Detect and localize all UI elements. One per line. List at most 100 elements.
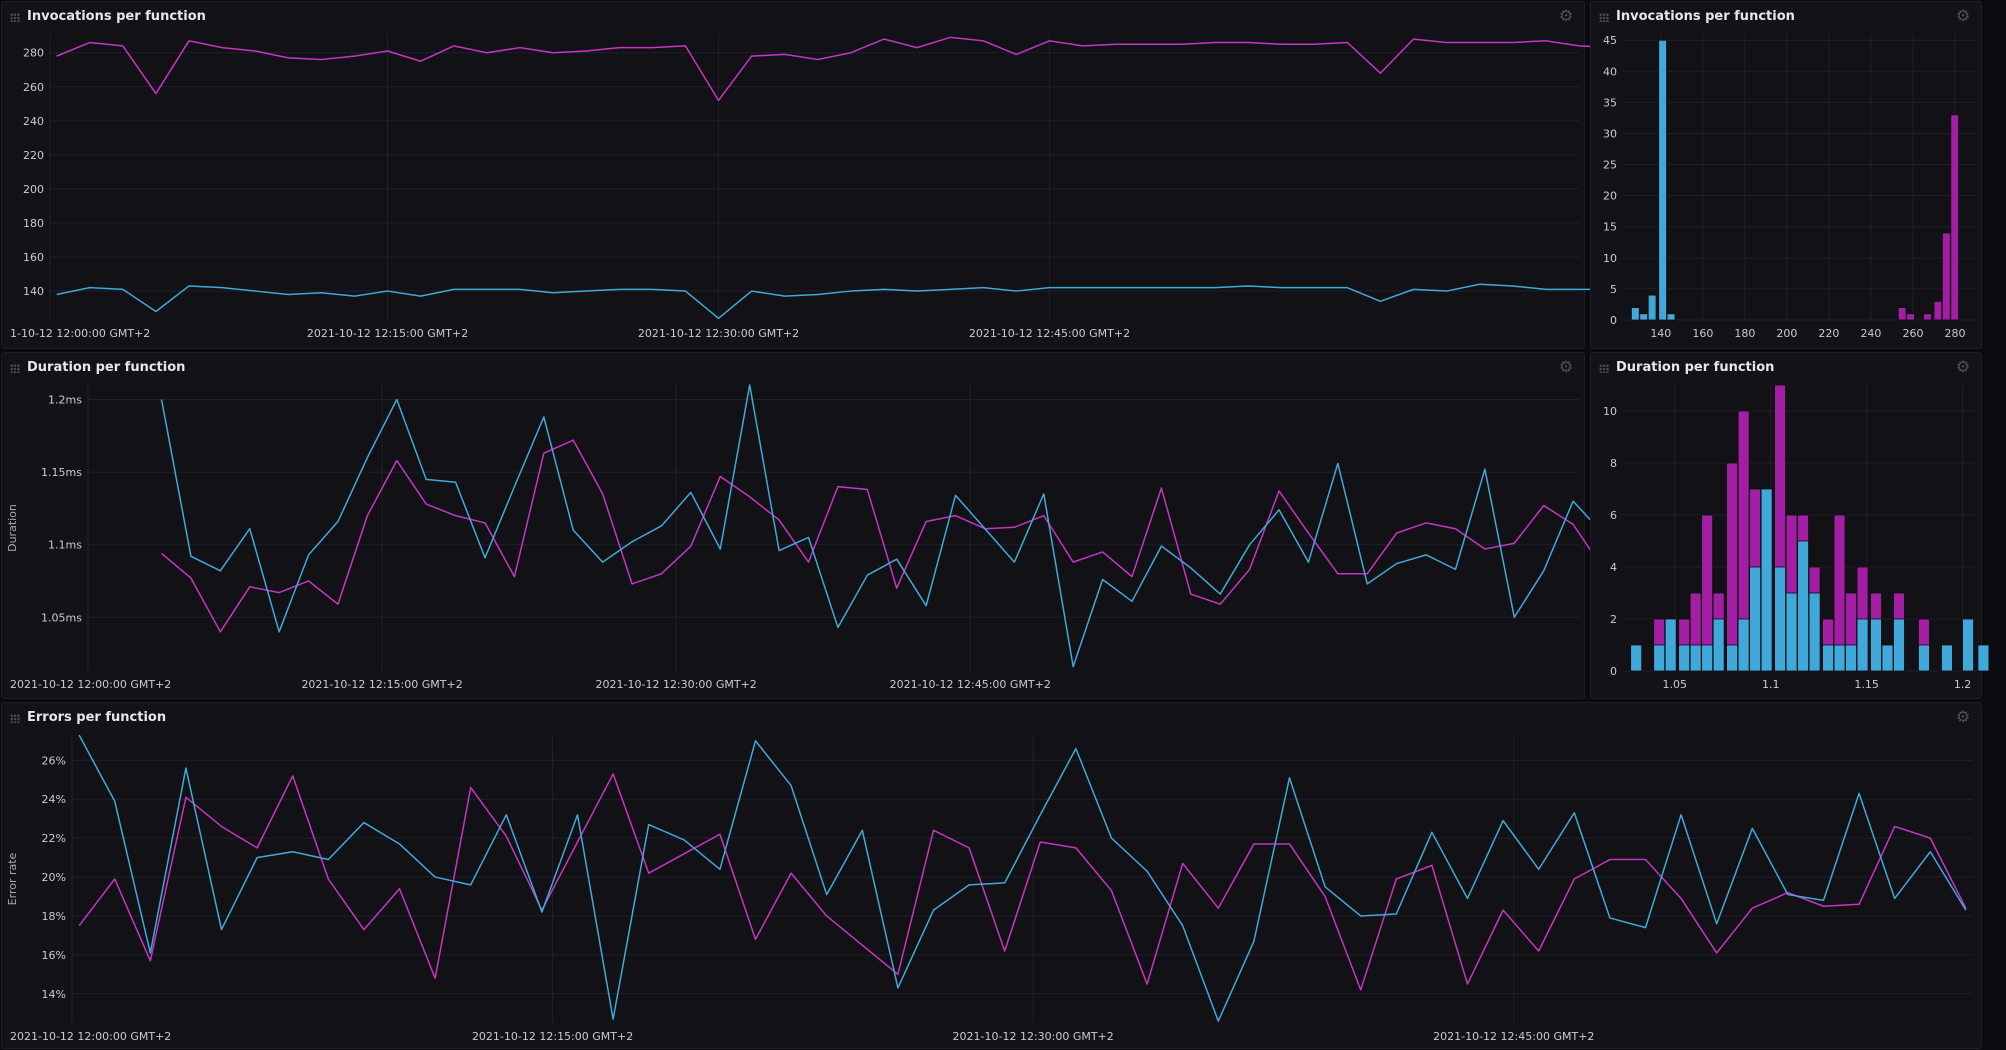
histogram-bar xyxy=(1664,618,1677,672)
y-tick-label: 24% xyxy=(42,793,66,806)
x-tick-label: 240 xyxy=(1860,327,1881,340)
x-tick-label: 280 xyxy=(1944,327,1965,340)
y-tick-label: 1.1ms xyxy=(48,539,82,552)
histogram-bar xyxy=(1647,294,1657,321)
x-tick-label: 220 xyxy=(1818,327,1839,340)
histogram-bar xyxy=(1797,540,1809,672)
histogram-bar xyxy=(1897,307,1907,321)
panel-title: Invocations per function xyxy=(27,9,206,24)
histogram-bar xyxy=(1893,618,1905,672)
gear-icon[interactable]: ⚙ xyxy=(1955,6,1971,25)
histogram-bar xyxy=(1941,232,1951,321)
histogram-bar xyxy=(1701,644,1714,672)
gear-icon[interactable]: ⚙ xyxy=(1558,6,1574,25)
histogram-bar xyxy=(1822,644,1834,672)
y-tick-label: 200 xyxy=(23,183,44,196)
histogram-bar xyxy=(1845,644,1857,672)
histogram-bar xyxy=(1881,644,1894,672)
panel-header[interactable]: Invocations per function ⚙ xyxy=(2,2,1584,32)
panel-duration-timeseries: Duration per function ⚙ 1.05ms 1.1ms 1.15m… xyxy=(1,352,1721,699)
plot-area xyxy=(50,34,1579,320)
panel-title: Duration per function xyxy=(27,360,186,375)
histogram-bar xyxy=(1737,618,1750,672)
x-tick-label: 160 xyxy=(1692,327,1713,340)
histogram-bar xyxy=(1631,307,1640,321)
histogram-bar xyxy=(1774,566,1786,672)
drag-handle-icon[interactable] xyxy=(1599,13,1609,22)
y-tick-label: 2 xyxy=(1610,613,1617,626)
histogram-bar xyxy=(1749,566,1762,672)
x-tick-label: 1.2 xyxy=(1954,678,1972,691)
drag-handle-icon[interactable] xyxy=(10,13,20,22)
y-axis-label: Error rate xyxy=(6,852,19,905)
y-tick-label: 10 xyxy=(1603,405,1617,418)
histogram-bar xyxy=(1658,39,1667,321)
y-tick-label: 8 xyxy=(1610,457,1617,470)
gear-icon[interactable]: ⚙ xyxy=(1558,357,1574,376)
y-tick-label: 40 xyxy=(1603,65,1617,78)
x-tick-label: 2021-10-12 12:00:00 GMT+2 xyxy=(10,1030,171,1043)
y-tick-label: 6 xyxy=(1610,509,1617,522)
x-tick-label: 2021-10-12 12:00:00 GMT+2 xyxy=(10,678,171,691)
histogram-bar xyxy=(1856,618,1869,672)
x-tick-label: 1.05 xyxy=(1663,678,1688,691)
y-tick-label: 20 xyxy=(1603,190,1617,203)
y-tick-label: 15 xyxy=(1603,221,1617,234)
y-tick-label: 10 xyxy=(1603,252,1617,265)
histogram-bar xyxy=(1923,313,1932,321)
y-tick-label: 22% xyxy=(42,832,66,845)
x-tick-label: 2021-10-12 12:15:00 GMT+2 xyxy=(301,678,462,691)
gear-icon[interactable]: ⚙ xyxy=(1955,357,1971,376)
histogram-bar xyxy=(1712,618,1725,672)
x-tick-label: 2021-10-12 12:15:00 GMT+2 xyxy=(472,1030,633,1043)
x-tick-label: 180 xyxy=(1734,327,1755,340)
y-tick-label: 280 xyxy=(23,47,44,60)
y-tick-label: 1.15ms xyxy=(41,466,82,479)
y-tick-label: 240 xyxy=(23,115,44,128)
histogram-bar xyxy=(1808,592,1821,672)
y-tick-label: 16% xyxy=(42,949,66,962)
panel-invocations-timeseries: Invocations per function ⚙ 140 160 180 200 2… xyxy=(1,1,1812,349)
x-tick-label: 1.1 xyxy=(1762,678,1780,691)
gear-icon[interactable]: ⚙ xyxy=(1955,707,1971,726)
histogram-bar xyxy=(1833,644,1846,672)
histogram-bar xyxy=(1977,644,1990,672)
x-tick-label: 2021-10-12 12:45:00 GMT+2 xyxy=(890,678,1051,691)
series-line-0 xyxy=(56,36,1812,102)
x-tick-label: 200 xyxy=(1776,327,1797,340)
histogram-bar xyxy=(1760,488,1773,672)
x-tick-label: 260 xyxy=(1902,327,1923,340)
drag-handle-icon[interactable] xyxy=(10,364,20,373)
x-tick-label: 2021-10-12 12:15:00 GMT+2 xyxy=(307,327,468,340)
duration-histogram-chart: 0 2 4 6 8 10 1.05 1.1 1.15 1.2 xyxy=(1603,384,1990,691)
y-tick-label: 26% xyxy=(42,754,66,767)
x-tick-label: 2021-10-12 12:30:00 GMT+2 xyxy=(953,1030,1114,1043)
y-tick-label: 5 xyxy=(1610,283,1617,296)
histogram-bar xyxy=(1785,592,1798,672)
series-line-0 xyxy=(161,439,1721,633)
drag-handle-icon[interactable] xyxy=(10,714,20,723)
y-tick-label: 160 xyxy=(23,251,44,264)
series-line-1 xyxy=(160,384,1721,668)
drag-handle-icon[interactable] xyxy=(1599,364,1609,373)
panel-header[interactable]: Errors per function ⚙ xyxy=(2,703,1981,733)
panel-header[interactable]: Invocations per function ⚙ xyxy=(1591,2,1981,32)
y-tick-label: 180 xyxy=(23,217,44,230)
histogram-bar xyxy=(1726,462,1738,672)
panel-title: Duration per function xyxy=(1616,360,1775,375)
histogram-bar xyxy=(1630,644,1643,672)
panel-header[interactable]: Duration per function ⚙ xyxy=(1591,353,1981,383)
x-tick-label: 1-10-12 12:00:00 GMT+2 xyxy=(10,327,150,340)
x-tick-label: 2021-10-12 12:30:00 GMT+2 xyxy=(638,327,799,340)
y-tick-label: 20% xyxy=(42,871,66,884)
y-tick-label: 1.05ms xyxy=(41,611,82,624)
plot-area xyxy=(88,385,1579,671)
panel-title: Invocations per function xyxy=(1616,9,1795,24)
errors-line-chart: 14% 16% 18% 20% 22% 24% 26% 2021-10-12 12:00:00… xyxy=(6,734,1973,1043)
x-tick-label: 2021-10-12 12:45:00 GMT+2 xyxy=(1433,1030,1594,1043)
panel-header[interactable]: Duration per function ⚙ xyxy=(2,353,1584,383)
histogram-bar xyxy=(1639,313,1649,321)
series-line-0 xyxy=(78,773,1967,991)
y-tick-label: 4 xyxy=(1610,561,1617,574)
